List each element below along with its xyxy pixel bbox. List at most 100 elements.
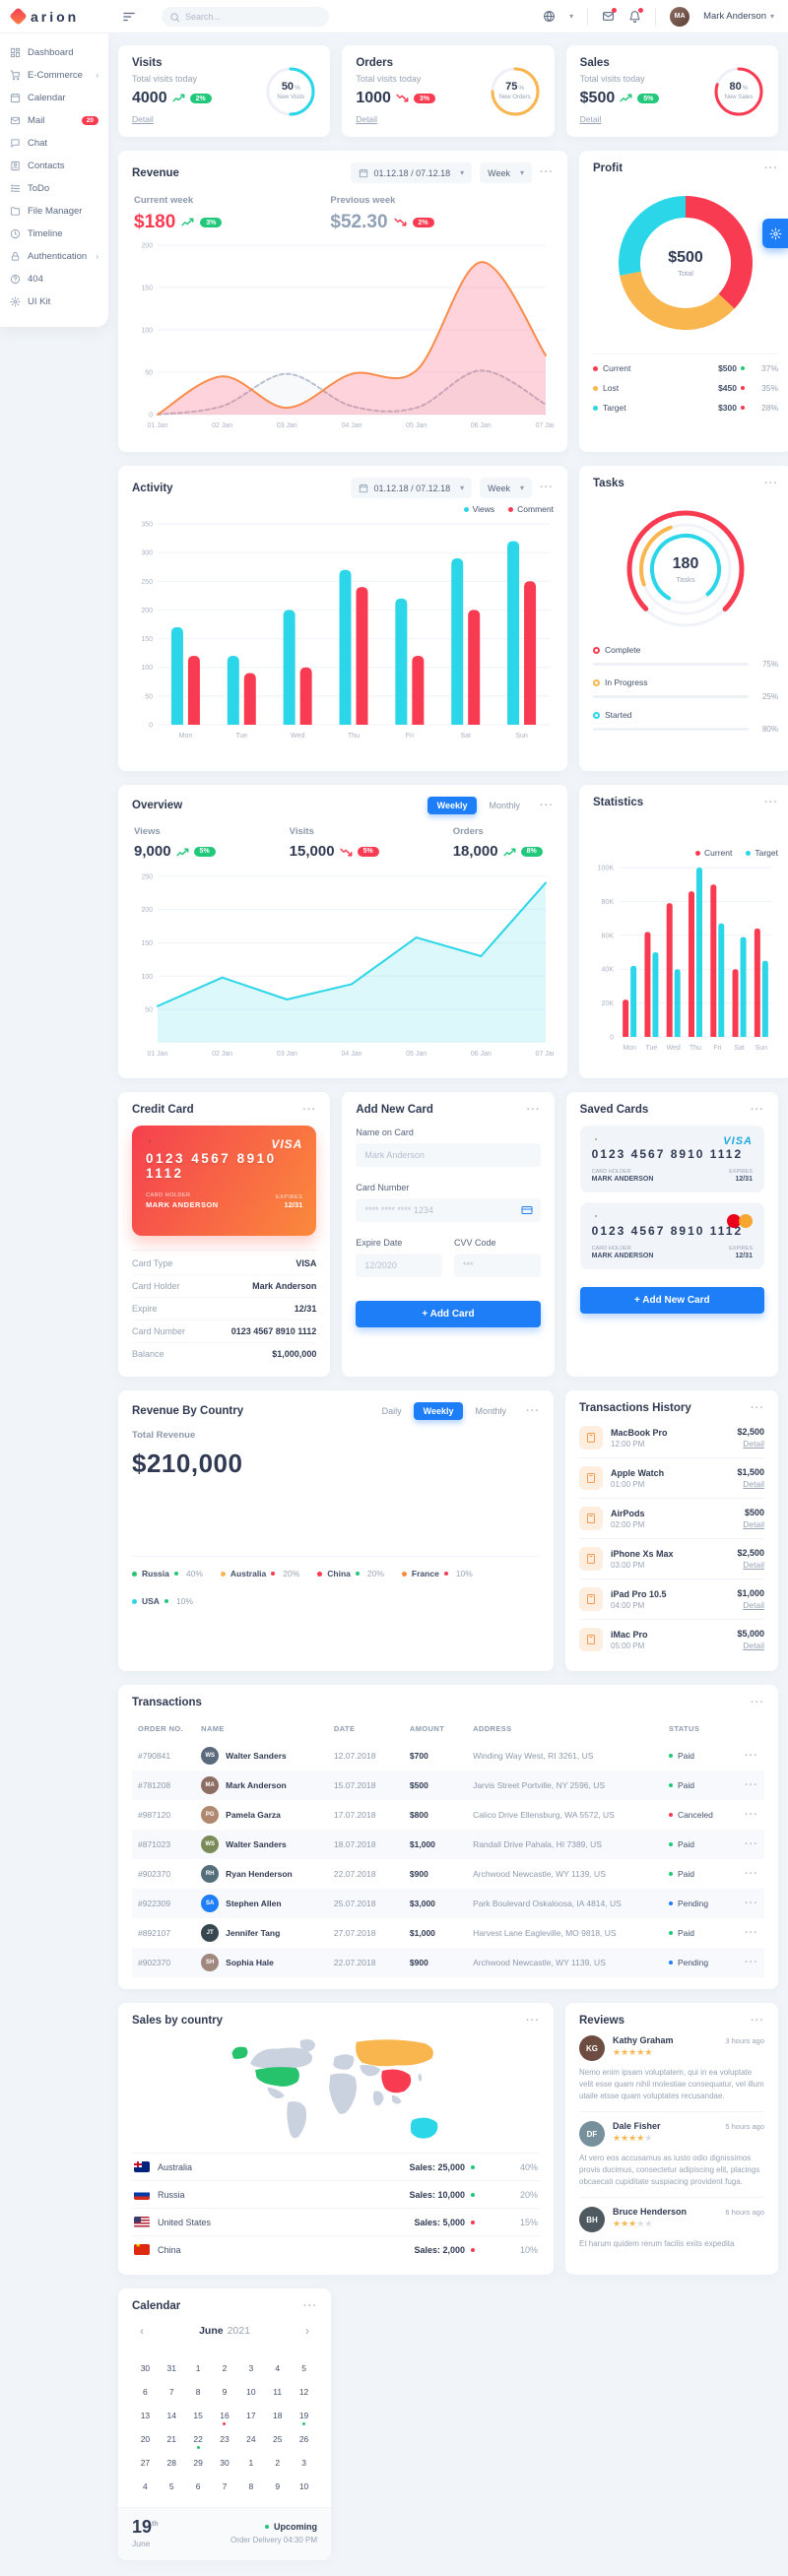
calendar-day[interactable]: 19 xyxy=(291,2405,317,2426)
calendar-day[interactable]: 24 xyxy=(246,2434,256,2444)
calendar-day[interactable]: 12 xyxy=(298,2387,309,2397)
more-menu-icon[interactable] xyxy=(751,1698,764,1708)
settings-gear-button[interactable] xyxy=(762,219,788,248)
calendar-day[interactable]: 1 xyxy=(248,2458,254,2468)
more-menu-icon[interactable] xyxy=(764,479,778,489)
more-menu-icon[interactable] xyxy=(540,483,554,493)
row-more-icon[interactable] xyxy=(745,1809,758,1821)
row-more-icon[interactable] xyxy=(745,1898,758,1909)
calendar-day[interactable]: 9 xyxy=(222,2387,228,2397)
user-avatar[interactable]: MA xyxy=(670,6,690,27)
saved-card[interactable]: VISA 0123 4567 8910 1112 CARD HOLDER MARK… xyxy=(579,1126,764,1192)
calendar-day[interactable]: 9 xyxy=(275,2481,281,2491)
sidebar-item[interactable]: Contacts xyxy=(0,155,108,177)
table-row[interactable]: #781208 MA Mark Anderson 15.07.2018 $500 … xyxy=(132,1771,764,1800)
date-range-picker[interactable]: 01.12.18 / 07.12.18 ▾ xyxy=(350,162,473,183)
calendar-day[interactable]: 2 xyxy=(275,2458,281,2468)
calendar-day[interactable]: 3 xyxy=(248,2363,254,2373)
calendar-day[interactable]: 28 xyxy=(166,2458,176,2468)
search-input[interactable] xyxy=(162,6,329,27)
detail-link[interactable]: Detail xyxy=(743,1438,764,1449)
calendar-day[interactable]: 6 xyxy=(195,2481,201,2491)
messages-icon[interactable] xyxy=(602,8,618,23)
calendar-day[interactable]: 10 xyxy=(246,2387,256,2397)
more-menu-icon[interactable] xyxy=(540,167,554,178)
calendar-day[interactable]: 7 xyxy=(168,2387,174,2397)
detail-link[interactable]: Detail xyxy=(743,1478,764,1489)
calendar-day[interactable]: 3 xyxy=(301,2458,306,2468)
sidebar-item[interactable]: Chat xyxy=(0,132,108,155)
more-menu-icon[interactable] xyxy=(751,1105,764,1116)
more-menu-icon[interactable] xyxy=(527,1105,541,1116)
calendar-day[interactable]: 31 xyxy=(166,2363,176,2373)
detail-link[interactable]: Detail xyxy=(132,114,154,124)
row-more-icon[interactable] xyxy=(745,1868,758,1880)
calendar-next-button[interactable] xyxy=(301,2324,313,2338)
calendar-day[interactable]: 25 xyxy=(272,2434,283,2444)
calendar-day[interactable]: 2 xyxy=(222,2363,228,2373)
name-on-card-input[interactable] xyxy=(356,1143,541,1167)
detail-link[interactable]: Detail xyxy=(356,114,378,124)
cvv-input[interactable] xyxy=(453,1254,541,1277)
sidebar-item[interactable]: E-Commerce › xyxy=(0,64,108,87)
calendar-day[interactable]: 13 xyxy=(140,2411,151,2420)
row-more-icon[interactable] xyxy=(745,1927,758,1939)
user-menu[interactable]: Mark Anderson ▾ xyxy=(703,11,774,22)
calendar-day[interactable]: 17 xyxy=(246,2411,256,2420)
calendar-day[interactable]: 30 xyxy=(220,2458,230,2468)
sidebar-item[interactable]: Timeline xyxy=(0,223,108,245)
calendar-prev-button[interactable] xyxy=(136,2324,148,2338)
detail-link[interactable]: Detail xyxy=(743,1559,764,1570)
calendar-day[interactable]: 4 xyxy=(143,2481,148,2491)
calendar-day[interactable]: 20 xyxy=(140,2434,151,2444)
more-menu-icon[interactable] xyxy=(751,1403,764,1414)
more-menu-icon[interactable] xyxy=(526,1406,540,1417)
sidebar-item[interactable]: File Manager xyxy=(0,200,108,223)
sidebar-item[interactable]: Authentication › xyxy=(0,245,108,268)
calendar-day[interactable]: 14 xyxy=(166,2411,176,2420)
sidebar-item[interactable]: Calendar xyxy=(0,87,108,109)
period-select[interactable]: Week ▾ xyxy=(480,162,532,183)
more-menu-icon[interactable] xyxy=(764,163,778,174)
table-row[interactable]: #892107 JT Jennifer Tang 27.07.2018 $1,00… xyxy=(132,1918,764,1948)
calendar-day[interactable]: 18 xyxy=(272,2411,283,2420)
calendar-day[interactable]: 30 xyxy=(140,2363,151,2373)
more-menu-icon[interactable] xyxy=(751,2016,764,2027)
table-row[interactable]: #922309 SA Stephen Allen 25.07.2018 $3,00… xyxy=(132,1889,764,1918)
tab-daily[interactable]: Daily xyxy=(381,1406,402,1416)
calendar-day[interactable]: 5 xyxy=(168,2481,174,2491)
calendar-day[interactable]: 15 xyxy=(193,2411,203,2420)
more-menu-icon[interactable] xyxy=(526,2016,540,2027)
table-row[interactable]: #987120 PG Pamela Garza 17.07.2018 $800 C… xyxy=(132,1800,764,1830)
card-number-input[interactable] xyxy=(356,1198,541,1222)
row-more-icon[interactable] xyxy=(745,1957,758,1968)
calendar-day[interactable]: 8 xyxy=(195,2387,201,2397)
menu-toggle-icon[interactable] xyxy=(122,10,136,24)
sidebar-item[interactable]: UI Kit xyxy=(0,290,108,313)
row-more-icon[interactable] xyxy=(745,1750,758,1762)
table-row[interactable]: #790841 WS Walter Sanders 12.07.2018 $700… xyxy=(132,1741,764,1771)
expire-date-input[interactable] xyxy=(356,1254,442,1277)
tab-monthly[interactable]: Monthly xyxy=(489,801,520,810)
add-card-button[interactable]: + Add Card xyxy=(356,1301,541,1327)
sidebar-item[interactable]: Dashboard xyxy=(0,41,108,64)
tab-weekly[interactable]: Weekly xyxy=(413,1402,464,1420)
period-select[interactable]: Week ▾ xyxy=(480,478,532,498)
calendar-day[interactable]: 5 xyxy=(301,2363,306,2373)
table-row[interactable]: #902370 RH Ryan Henderson 22.07.2018 $900… xyxy=(132,1859,764,1889)
tab-weekly[interactable]: Weekly xyxy=(427,797,478,814)
more-menu-icon[interactable] xyxy=(303,2301,317,2312)
detail-link[interactable]: Detail xyxy=(743,1599,764,1610)
calendar-day[interactable]: 11 xyxy=(273,2387,283,2397)
sidebar-item[interactable]: ToDo xyxy=(0,177,108,200)
sidebar-item[interactable]: 404 xyxy=(0,268,108,290)
calendar-day[interactable]: 23 xyxy=(220,2434,230,2444)
add-new-card-button[interactable]: + Add New Card xyxy=(579,1287,764,1314)
calendar-day[interactable]: 8 xyxy=(248,2481,254,2491)
calendar-day[interactable]: 27 xyxy=(140,2458,151,2468)
date-range-picker[interactable]: 01.12.18 / 07.12.18 ▾ xyxy=(350,478,473,498)
more-menu-icon[interactable] xyxy=(540,801,554,811)
table-row[interactable]: #871023 WS Walter Sanders 18.07.2018 $1,0… xyxy=(132,1830,764,1859)
calendar-day[interactable]: 4 xyxy=(275,2363,281,2373)
sidebar-item[interactable]: Mail 20 xyxy=(0,109,108,132)
